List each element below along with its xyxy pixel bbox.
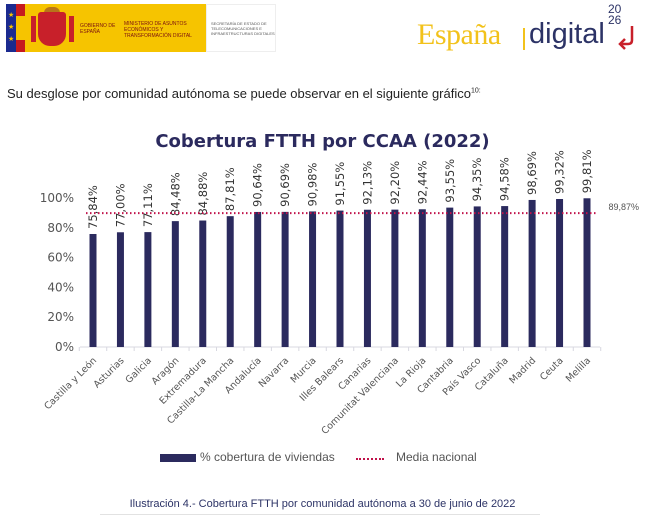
brand-year-bottom: 26 bbox=[608, 13, 622, 27]
x-category-label: Castilla y León bbox=[42, 355, 99, 412]
bar bbox=[446, 207, 454, 347]
secretariat-label: Secretaría de Estado de Telecomunicacion… bbox=[211, 21, 275, 36]
bar bbox=[556, 199, 564, 347]
bar-value-label: 90,98% bbox=[306, 163, 320, 207]
coat-pillar-icon bbox=[31, 16, 36, 42]
y-tick-label: 60% bbox=[47, 251, 74, 265]
figure-caption: Ilustración 4.- Cobertura FTTH por comun… bbox=[129, 498, 516, 510]
bar-value-label: 91,55% bbox=[333, 162, 347, 206]
bar bbox=[473, 206, 481, 347]
brand-year: 20 26 bbox=[608, 2, 622, 27]
coat-of-arms-icon bbox=[38, 12, 66, 46]
x-category-label: Ceuta bbox=[538, 355, 566, 383]
coat-pillar-icon bbox=[69, 16, 74, 42]
media-nacional-label: 89,87% bbox=[608, 202, 639, 212]
bar-value-label: 94,35% bbox=[470, 157, 484, 201]
bar-value-label: 75,84% bbox=[86, 185, 100, 229]
y-tick-label: 0% bbox=[55, 340, 74, 354]
x-category-label: Melilla bbox=[564, 355, 593, 384]
brand-separator bbox=[523, 28, 525, 50]
spain-flag-yellow bbox=[16, 16, 25, 40]
bar bbox=[171, 221, 179, 347]
page-divider bbox=[100, 514, 540, 515]
bar bbox=[116, 232, 124, 347]
bar-value-label: 99,32% bbox=[553, 150, 567, 194]
coat-of-arms-crown-icon bbox=[44, 7, 60, 15]
x-category-label: Madrid bbox=[507, 355, 538, 386]
brand-year-top: 20 bbox=[608, 2, 622, 16]
eu-star-icon: ★ bbox=[8, 36, 15, 43]
chart-title: Cobertura FTTH por CCAA (2022) bbox=[155, 131, 490, 152]
bar-value-label: 77,00% bbox=[113, 183, 127, 227]
gov-label: Gobierno de España bbox=[80, 23, 116, 35]
bar bbox=[89, 233, 97, 347]
intro-paragraph: Su desglose por comunidad autónoma se pu… bbox=[7, 86, 481, 101]
bar-chart: 0% 20% 40% 60% 80% 100% 75,84% Castilla y León 7… bbox=[40, 149, 639, 437]
x-category-label: Galicia bbox=[123, 355, 154, 386]
legend-media-swatch bbox=[356, 458, 384, 460]
legend-media-label: Media nacional bbox=[396, 450, 477, 464]
bar bbox=[391, 209, 399, 347]
bar-value-label: 92,44% bbox=[415, 160, 429, 204]
x-category-label: Navarra bbox=[257, 355, 292, 390]
intro-text: Su desglose por comunidad autónoma se pu… bbox=[7, 86, 471, 101]
eu-flag-strip: ★ ★ ★ bbox=[6, 4, 16, 52]
bar-value-label: 90,69% bbox=[278, 163, 292, 207]
bar bbox=[199, 220, 207, 347]
bar-value-label: 99,81% bbox=[580, 149, 594, 193]
x-category-label: Asturias bbox=[92, 355, 127, 390]
bar bbox=[309, 211, 317, 347]
bar-value-label: 93,55% bbox=[443, 159, 457, 203]
brand-espana: España bbox=[417, 18, 501, 51]
bar-value-label: 90,64% bbox=[251, 163, 265, 207]
bar bbox=[501, 206, 509, 347]
bar-value-label: 77,11% bbox=[141, 183, 155, 227]
bar-value-label: 92,20% bbox=[388, 161, 402, 205]
y-tick-label: 100% bbox=[40, 191, 74, 205]
y-tick-label: 20% bbox=[47, 310, 74, 324]
footnote-ref[interactable]: 10: bbox=[470, 87, 481, 95]
legend-bar-swatch bbox=[160, 454, 196, 462]
bar bbox=[144, 232, 152, 347]
bar-value-label: 98,69% bbox=[525, 151, 539, 195]
bar bbox=[583, 198, 591, 347]
bar bbox=[281, 211, 289, 347]
y-tick-label: 80% bbox=[47, 221, 74, 235]
eu-star-icon: ★ bbox=[8, 24, 15, 31]
eu-star-icon: ★ bbox=[8, 12, 15, 19]
bar-value-label: 94,58% bbox=[498, 157, 512, 201]
government-logo-banner: ★ ★ ★ Gobierno de España Ministerio de A… bbox=[6, 4, 276, 52]
y-tick-label: 40% bbox=[47, 280, 74, 294]
secretariat-box: Secretaría de Estado de Telecomunicacion… bbox=[206, 4, 276, 52]
legend-series-label: % cobertura de viviendas bbox=[200, 450, 335, 464]
bar bbox=[363, 209, 371, 347]
bar-value-label: 87,81% bbox=[223, 167, 237, 211]
return-arrow-icon bbox=[618, 26, 634, 50]
bar bbox=[254, 211, 262, 347]
bar-value-label: 92,13% bbox=[360, 161, 374, 205]
bar-value-label: 84,88% bbox=[196, 172, 210, 216]
bar bbox=[418, 209, 426, 347]
bar bbox=[226, 216, 234, 347]
ministry-label: Ministerio de Asuntos Económicos y Trans… bbox=[124, 21, 192, 39]
bar-value-label: 84,48% bbox=[168, 172, 182, 216]
bar bbox=[336, 210, 344, 347]
brand-digital: digital bbox=[529, 18, 605, 50]
bar bbox=[528, 199, 536, 347]
